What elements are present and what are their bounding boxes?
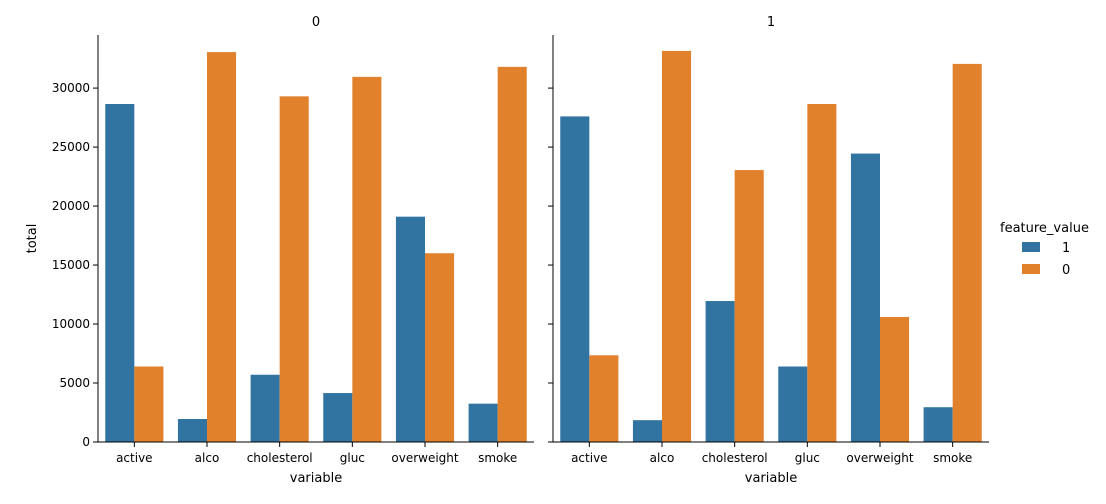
legend-swatch-1 xyxy=(1022,242,1040,252)
y-tick-label: 15000 xyxy=(52,258,90,272)
facet-panel-0: 0 0 5000 10000 15000 20000 25000 30000 active alc… xyxy=(25,15,534,486)
bar-alco-series-1 xyxy=(177,418,207,442)
y-tick-label: 25000 xyxy=(52,140,90,154)
bar-alco-series-0 xyxy=(662,50,692,442)
bar-active-series-1 xyxy=(105,104,135,442)
bar-smoke-series-1 xyxy=(923,407,953,442)
legend-swatch-0 xyxy=(1022,264,1040,274)
y-tick-label: 20000 xyxy=(52,199,90,213)
bar-cholesterol-series-1 xyxy=(705,301,735,442)
bar-cholesterol-series-1 xyxy=(250,374,280,442)
x-tick-label-cholesterol: cholesterol xyxy=(702,451,768,465)
x-tick-label-smoke: smoke xyxy=(478,451,517,465)
x-tick-label-cholesterol: cholesterol xyxy=(247,451,313,465)
y-axis-label: total xyxy=(25,224,40,254)
facet-panel-1: 1 active alco cholesterol gluc overweight smok… xyxy=(548,15,989,486)
bar-cholesterol-series-0 xyxy=(734,170,764,442)
bar-active-series-1 xyxy=(560,116,590,443)
bar-overweight-series-1 xyxy=(850,153,880,443)
x-tick-label-active: active xyxy=(571,451,607,465)
x-axis-label: variable xyxy=(290,471,342,486)
bar-gluc-series-0 xyxy=(807,104,837,442)
x-tick-label-gluc: gluc xyxy=(340,451,365,465)
bar-gluc-series-1 xyxy=(778,366,808,442)
x-tick-label-overweight: overweight xyxy=(391,451,459,465)
bar-cholesterol-series-0 xyxy=(279,96,309,443)
x-tick-label-active: active xyxy=(116,451,152,465)
panel-title: 0 xyxy=(312,15,320,30)
bar-smoke-series-0 xyxy=(952,63,982,443)
legend: feature_value 1 0 xyxy=(1000,221,1089,278)
bar-gluc-series-1 xyxy=(323,393,353,442)
bar-overweight-series-0 xyxy=(880,316,910,442)
bar-smoke-series-1 xyxy=(468,403,498,442)
bar-overweight-series-0 xyxy=(425,253,455,442)
bar-alco-series-0 xyxy=(207,52,237,442)
bar-alco-series-1 xyxy=(632,420,662,442)
bar-overweight-series-1 xyxy=(395,216,425,442)
legend-label-0: 0 xyxy=(1062,263,1070,278)
panel-title: 1 xyxy=(767,15,775,30)
bar-active-series-0 xyxy=(589,355,619,442)
x-tick-label-smoke: smoke xyxy=(933,451,972,465)
x-tick-label-alco: alco xyxy=(650,451,675,465)
bar-active-series-0 xyxy=(134,366,164,442)
x-tick-label-alco: alco xyxy=(195,451,220,465)
x-tick-label-overweight: overweight xyxy=(846,451,914,465)
legend-title: feature_value xyxy=(1000,221,1089,236)
y-tick-label: 5000 xyxy=(59,376,90,390)
y-tick-label: 10000 xyxy=(52,317,90,331)
y-tick-label: 30000 xyxy=(52,81,90,95)
x-axis-label: variable xyxy=(745,471,797,486)
x-tick-label-gluc: gluc xyxy=(795,451,820,465)
bar-gluc-series-0 xyxy=(352,76,382,443)
legend-label-1: 1 xyxy=(1062,241,1070,256)
bar-smoke-series-0 xyxy=(497,66,527,442)
y-tick-label: 0 xyxy=(82,435,90,449)
